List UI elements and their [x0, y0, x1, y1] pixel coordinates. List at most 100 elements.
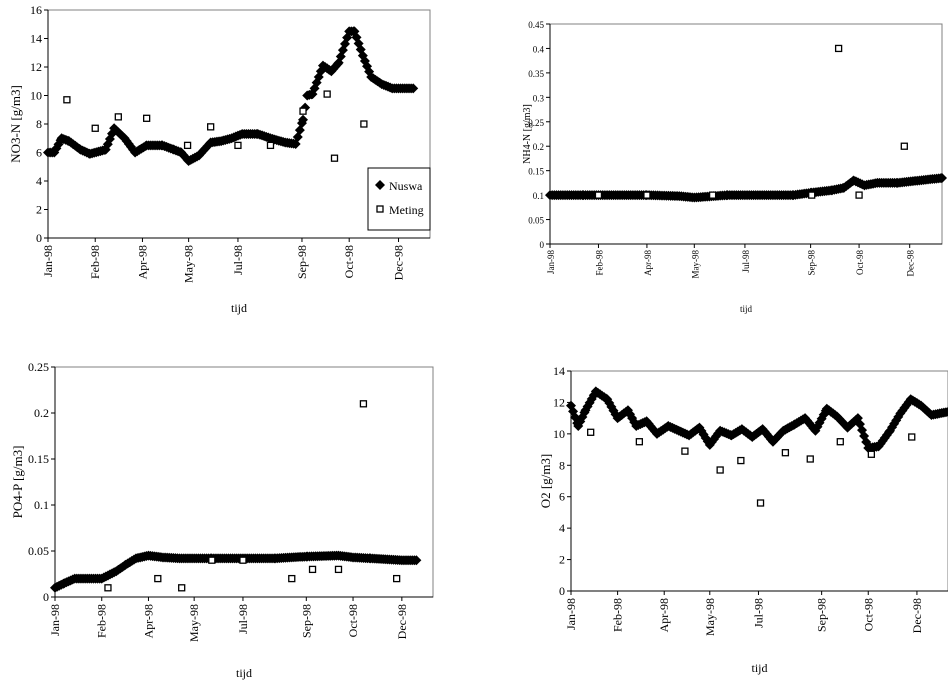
meting-point — [834, 44, 843, 53]
meting-point — [91, 124, 99, 132]
y-tick-label: 12 — [30, 60, 42, 74]
meting-point — [716, 466, 724, 474]
series-meting — [104, 400, 401, 592]
x-tick-label: Sep-98 — [807, 250, 817, 276]
meting-point — [643, 191, 651, 199]
meting-point — [708, 191, 717, 199]
meting-point — [299, 107, 307, 115]
x-tick-label: Jul-98 — [236, 604, 250, 634]
legend-nuswa-label: Nuswa — [389, 179, 423, 193]
x-tick-label: May-98 — [187, 604, 201, 642]
y-tick-label: 10 — [553, 427, 565, 441]
x-tick-label: Sep-98 — [295, 245, 309, 279]
legend: Nuswa Meting — [367, 167, 431, 231]
x-tick-label: Oct-98 — [861, 598, 875, 631]
y-tick-label: 0.05 — [28, 544, 49, 558]
legend-nuswa-marker — [375, 180, 385, 190]
x-axis-label: tijd — [740, 304, 753, 314]
nuswa-point — [411, 555, 422, 566]
y-tick-label: 0 — [36, 231, 42, 245]
y-tick-label: 2 — [36, 203, 42, 217]
plot-area — [549, 23, 943, 245]
chart-4: 0 2 4 6 8 10 12 14 Jan-98 Feb-98 Apr-98 May-98 Jul-9… — [538, 364, 948, 675]
meting-point — [806, 455, 814, 463]
meting-point — [323, 90, 331, 98]
x-tick-label: May-98 — [182, 245, 196, 283]
meting-point — [63, 96, 71, 104]
x-tick-label: Apr-98 — [141, 604, 155, 638]
x-axis-label: tijd — [231, 301, 247, 315]
y-axis-label: NO3-N [g/m3] — [8, 85, 23, 163]
meting-point — [183, 141, 192, 150]
x-tick-label: Jan-98 — [564, 598, 578, 630]
meting-point — [836, 438, 844, 446]
y-tick-label: 10 — [30, 89, 42, 103]
meting-point — [808, 191, 816, 199]
y-tick-label: 12 — [553, 395, 565, 409]
series-nuswa — [566, 386, 948, 453]
y-tick-label: 4 — [36, 174, 42, 188]
y-tick-label: 0 — [540, 240, 545, 250]
meting-point — [681, 447, 689, 455]
meting-point — [208, 556, 216, 564]
chart-3: 0 0.05 0.1 0.15 0.2 0.25 Jan-98 Feb-98 Apr-98 May… — [10, 360, 434, 680]
series-nuswa — [50, 550, 422, 593]
meting-point — [239, 556, 247, 564]
nuswa-point — [408, 83, 419, 94]
y-axis-label: PO4-P [g/m3] — [10, 446, 25, 519]
meting-point — [867, 450, 876, 458]
series-nuswa — [43, 26, 419, 167]
x-tick-label: Feb-98 — [88, 245, 102, 279]
x-tick-label: Jan-98 — [41, 245, 55, 277]
meting-point — [594, 191, 603, 199]
nuswa-point — [937, 173, 947, 183]
meting-point — [587, 428, 595, 436]
chart-2: 0 0.05 0.1 0.15 0.2 0.25 0.3 0.35 0.4 0.45 Jan-98 F… — [522, 20, 947, 314]
x-tick-label: Feb-98 — [95, 604, 109, 638]
y-tick-label: 0.4 — [533, 44, 545, 54]
meting-point — [737, 456, 745, 465]
y-tick-label: 0.15 — [528, 167, 544, 177]
meting-point — [114, 113, 122, 121]
x-tick-label: Oct-98 — [342, 245, 356, 278]
y-tick-label: 8 — [36, 117, 42, 131]
x-tick-label: Dec-98 — [906, 250, 916, 277]
y-tick-label: 0.2 — [34, 406, 49, 420]
y-tick-label: 0.1 — [533, 191, 544, 201]
y-tick-label: 16 — [30, 3, 42, 17]
x-tick-label: Jul-98 — [231, 245, 245, 275]
x-tick-label: Oct-98 — [855, 250, 865, 275]
y-tick-label: 0.35 — [528, 69, 544, 79]
y-tick-label: 0.2 — [533, 142, 544, 152]
y-tick-label: 4 — [559, 521, 565, 535]
chart-1: 0 2 4 6 8 10 12 14 16 Jan-98 Feb-98 Apr-98 May-98 Jul… — [8, 3, 431, 315]
y-tick-label: 0.15 — [28, 452, 49, 466]
y-tick-label: 0.25 — [28, 360, 49, 374]
y-tick-label: 0.25 — [528, 118, 544, 128]
x-tick-label: Jan-98 — [546, 250, 556, 274]
series-nuswa — [545, 173, 947, 203]
meting-point — [635, 438, 644, 446]
series-meting — [587, 428, 916, 507]
meting-point — [330, 154, 339, 162]
y-tick-label: 0 — [43, 590, 49, 604]
meting-point — [359, 400, 368, 408]
meting-point — [908, 433, 916, 441]
legend-meting-marker — [376, 205, 384, 213]
y-tick-label: 0.1 — [34, 498, 49, 512]
meting-point — [756, 499, 765, 507]
meting-point — [178, 584, 186, 592]
meting-point — [334, 565, 343, 574]
meting-point — [234, 141, 242, 150]
meting-point — [104, 584, 112, 592]
y-tick-label: 8 — [559, 458, 565, 472]
meting-point — [360, 120, 368, 128]
meting-point — [855, 191, 863, 199]
y-axis-label: NH4-N [g/m3] — [522, 104, 533, 164]
meting-point — [266, 141, 275, 150]
y-tick-label: 14 — [30, 32, 42, 46]
y-tick-label: 0.45 — [528, 20, 544, 30]
y-axis-label: O2 [g/m3] — [538, 454, 553, 509]
x-tick-label: Apr-98 — [657, 598, 671, 632]
